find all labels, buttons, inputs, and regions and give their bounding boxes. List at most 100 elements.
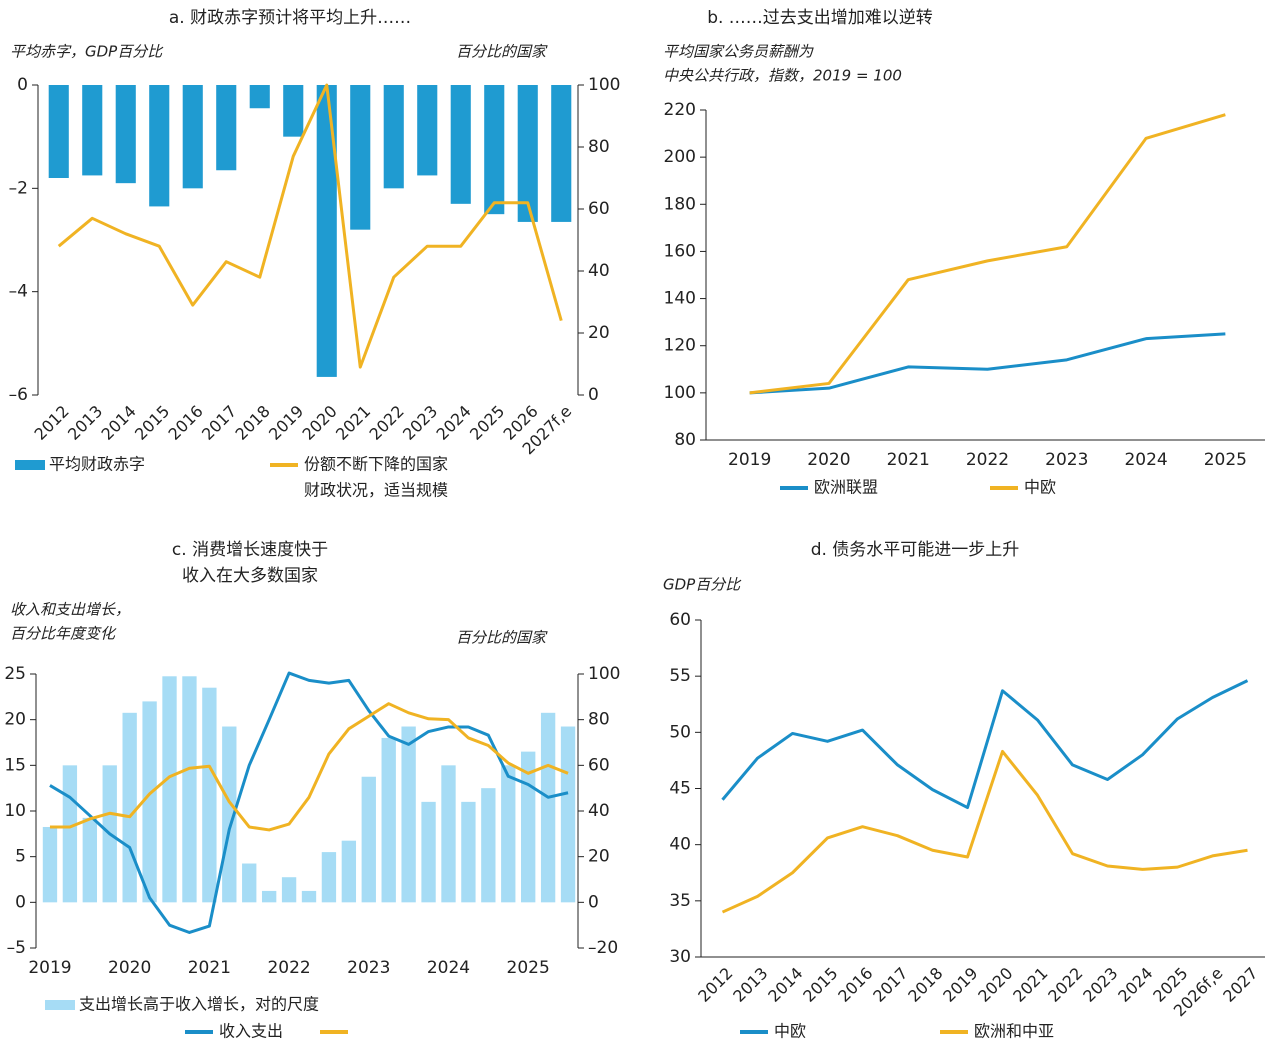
x-tick-label: 2021 (887, 450, 930, 470)
y-tick-label: –5 (7, 938, 26, 958)
x-tick-label: 2023 (399, 402, 441, 444)
x-tick-label: 2019 (28, 958, 71, 978)
x-tick-label: 2019 (728, 450, 771, 470)
x-tick-label: 2022 (267, 958, 310, 978)
bar (501, 765, 516, 903)
bar (321, 852, 337, 903)
y2-tick-label: 80 (588, 137, 610, 157)
x-tick-label: 2022 (1044, 964, 1086, 1006)
y-axis-label: 平均国家公务员薪酬为 (663, 43, 814, 61)
bar (42, 826, 58, 903)
bar (421, 801, 436, 903)
line-series (721, 749, 1248, 914)
bar (481, 788, 496, 903)
x-tick-label: 2020 (974, 964, 1016, 1006)
x-tick-label: 2025 (507, 958, 550, 978)
legend-label: 中欧 (1024, 478, 1056, 497)
y-tick-label: 5 (15, 847, 26, 867)
y2-tick-label: 40 (588, 801, 610, 821)
y2-tick-label: 0 (588, 385, 599, 405)
x-tick-label: 2018 (904, 964, 946, 1006)
bar (115, 85, 136, 184)
legend-label: 中欧 (774, 1022, 806, 1041)
x-tick-label: 2014 (764, 964, 806, 1006)
legend-label: 财政状况，适当规模 (304, 481, 448, 500)
bar (122, 712, 137, 903)
x-tick-label: 2012 (694, 964, 736, 1006)
x-tick-label: 2018 (232, 402, 274, 444)
y-tick-label: –4 (9, 282, 28, 302)
x-tick-label: 2021 (1009, 964, 1051, 1006)
y2-axis-label: 百分比的国家 (456, 43, 548, 61)
bar (162, 676, 177, 903)
x-tick-label: 2023 (347, 958, 390, 978)
y-tick-label: 180 (664, 194, 696, 214)
y-tick-label: 0 (15, 892, 26, 912)
bar (283, 85, 304, 137)
x-tick-label: 2024 (1124, 450, 1167, 470)
y-tick-label: 25 (4, 664, 26, 684)
bar (350, 85, 371, 230)
bar (316, 85, 337, 377)
line-series (49, 702, 569, 832)
legend-swatch (15, 460, 45, 470)
bar (261, 890, 277, 903)
y-axis-label: 百分比年度变化 (10, 625, 117, 643)
bar (182, 85, 203, 189)
bar (182, 676, 197, 903)
bar (560, 726, 576, 903)
bar (82, 817, 97, 903)
bar (551, 85, 572, 222)
y2-tick-label: 60 (588, 199, 610, 219)
legend-label: 支出增长高于收入增长，对的尺度 (79, 995, 319, 1014)
x-tick-label: 2024 (1114, 964, 1156, 1006)
x-tick-label: 2019 (265, 402, 307, 444)
x-tick-label: 2025 (466, 402, 508, 444)
y-tick-label: 20 (4, 710, 26, 730)
y-tick-label: 100 (664, 383, 696, 403)
line-series (57, 83, 563, 369)
line-series (749, 113, 1226, 395)
y-axis-label: GDP百分比 (663, 576, 742, 594)
y2-axis-label: 百分比的国家 (456, 629, 548, 647)
y-tick-label: 40 (669, 835, 691, 855)
x-tick-label: 2015 (799, 964, 841, 1006)
panel-title: c. 消费增长速度快于 (172, 540, 328, 560)
y-axis-label: 平均赤字，GDP百分比 (10, 43, 164, 61)
x-tick-label: 2012 (31, 402, 73, 444)
y-tick-label: 30 (669, 947, 691, 967)
bar (242, 863, 257, 903)
y-tick-label: 160 (664, 241, 696, 261)
y-tick-label: –2 (9, 178, 28, 198)
y2-tick-label: –20 (588, 938, 618, 958)
y-tick-label: 15 (4, 755, 26, 775)
y-tick-label: 55 (669, 666, 691, 686)
x-tick-label: 2022 (966, 450, 1009, 470)
bar (540, 712, 556, 903)
x-tick-label: 2021 (332, 402, 374, 444)
bar (441, 765, 456, 903)
y2-tick-label: 80 (588, 710, 610, 730)
x-tick-label: 2014 (98, 402, 140, 444)
bar (521, 751, 536, 903)
legend-swatch (45, 1000, 75, 1010)
bar (149, 85, 170, 207)
x-tick-label: 2015 (131, 402, 173, 444)
x-tick-label: 2019 (939, 964, 981, 1006)
bar (401, 726, 416, 903)
bar (341, 840, 357, 903)
panel-title: a. 财政赤字预计将平均上升…… (169, 8, 411, 28)
x-tick-label: 2020 (299, 402, 341, 444)
x-tick-label: 2016 (165, 402, 207, 444)
bar (48, 85, 69, 178)
y-tick-label: 120 (664, 336, 696, 356)
y-tick-label: 0 (17, 75, 28, 95)
y-tick-label: 45 (669, 779, 691, 799)
bar (517, 85, 538, 222)
legend-label: 平均财政赤字 (49, 455, 145, 474)
x-tick-label: 2022 (366, 402, 408, 444)
legend-label: 收入支出 (219, 1022, 283, 1041)
x-tick-label: 2017 (869, 964, 911, 1006)
legend-label: 欧洲和中亚 (974, 1022, 1054, 1041)
